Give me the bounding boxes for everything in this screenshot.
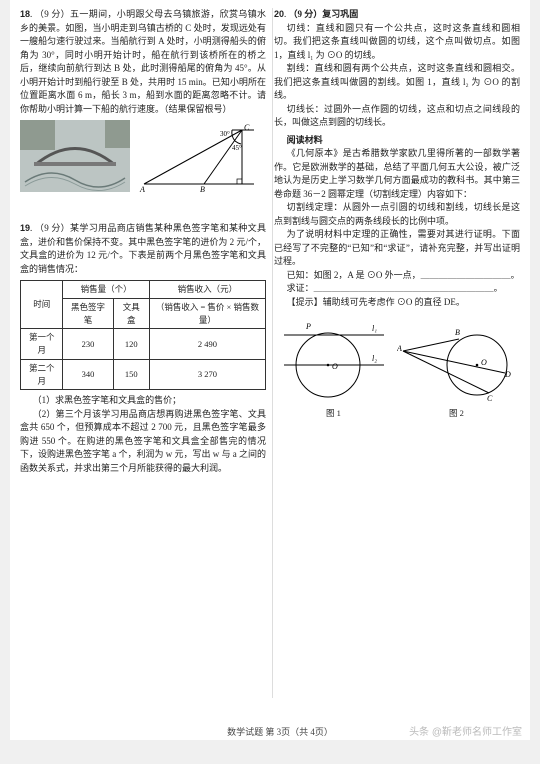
fig2-A: A [397, 344, 402, 353]
th-revnote: （销售收入 = 售价 × 销售数量） [149, 298, 265, 329]
q20-read-title: 阅读材料 [274, 134, 520, 148]
right-column: 20. （9 分）复习巩固 切线：直线和圆只有一个公共点，这时这条直线和圆相切。… [274, 8, 520, 698]
q19-table: 时间 销售量（个） 销售收入（元） 黑色签字笔 文具盒 （销售收入 = 售价 ×… [20, 280, 266, 390]
q18-points: （9 分） [35, 9, 70, 19]
q19-part2: （2）第三个月该学习用品商店想再购进黑色签字笔、文具盒共 650 个，但预算成本… [20, 408, 266, 476]
r2c4: 3 270 [149, 359, 265, 390]
q18-A: A [139, 185, 145, 192]
q18-B: B [200, 185, 205, 192]
q20-hint: 【提示】辅助线可先考虑作 ⊙O 的直径 DE。 [274, 296, 520, 310]
left-column: 18. （9 分）五一期间，小明跟父母去乌镇旅游，欣赏乌镇水乡的美景。如图，当小… [20, 8, 266, 698]
r2c1: 第二个月 [21, 359, 63, 390]
r1c2: 230 [63, 329, 113, 360]
fig1-label: 图 1 [278, 407, 390, 420]
th-pen: 黑色签字笔 [63, 298, 113, 329]
q19-part1: （1）求黑色签字笔和文具盒的售价； [20, 394, 266, 408]
fig2-C: C [487, 394, 493, 403]
q18-diagram: 30° 45° C A B [134, 120, 260, 192]
r1c1: 第一个月 [21, 329, 63, 360]
q20-prove: ＿＿＿＿＿＿＿＿＿＿＿＿＿＿＿＿＿＿＿＿。 [314, 283, 503, 293]
q18-figure-row: 30° 45° C A B [20, 120, 266, 192]
q19-points: （9 分） [35, 223, 70, 233]
q20-explain: 为了说明材料中定理的正确性，需要对其进行证明。下面已经写了不完整的“已知”和“求… [274, 228, 520, 269]
r1c3: 120 [113, 329, 149, 360]
q20-fig2: A B D C O [397, 315, 517, 407]
fig2-D: D [504, 370, 511, 379]
q19-number: 19 [20, 223, 30, 233]
q18-angle2: 45° [232, 144, 242, 152]
fig1-O: O [332, 362, 338, 371]
column-divider [272, 8, 273, 698]
exam-sheet: 18. （9 分）五一期间，小明跟父母去乌镇旅游，欣赏乌镇水乡的美景。如图，当小… [10, 0, 530, 740]
q18-body: 五一期间，小明跟父母去乌镇旅游，欣赏乌镇水乡的美景。如图，当小明走到乌镇古桥的 … [20, 9, 266, 114]
th-rev: 销售收入（元） [149, 281, 265, 299]
q18-angle1: 30° [220, 130, 230, 138]
th-time: 时间 [21, 281, 63, 329]
q20-given: 如图 2，A 是 ⊙O 外一点，＿＿＿＿＿＿＿＿＿＿。 [314, 270, 520, 280]
q20-prove-l: 求证： [287, 283, 314, 293]
q18-photo-icon [20, 120, 130, 192]
th-box: 文具盒 [113, 298, 149, 329]
watermark: 头条 @靳老师名师工作室 [409, 723, 522, 738]
fig2-O: O [481, 358, 487, 367]
fig1-l1: l₁ [372, 324, 377, 333]
fig2-B: B [455, 328, 460, 337]
r2c3: 150 [113, 359, 149, 390]
q18-number: 18 [20, 9, 30, 19]
q20-read-body: 《几何原本》是古希腊数学家欧几里得所著的一部数学著作。它是欧洲数学的基础，总结了… [274, 147, 520, 201]
q20-theorem: 切割线定理：从圆外一点引圆的切线和割线，切线长是这点到割线与圆交点的两条线段长的… [274, 201, 520, 228]
fig2-label: 图 2 [397, 407, 517, 420]
q20-number: 20 [274, 9, 284, 19]
q20-given-l: 已知： [287, 270, 314, 280]
q20-qxct: 切线长： [287, 104, 324, 114]
r1c4: 2 490 [149, 329, 265, 360]
fig1-l2: l₂ [372, 354, 377, 363]
fig1-P: P [305, 322, 311, 331]
q20-points: （9 分）复习巩固 [289, 9, 359, 19]
q20-qxt: 切线： [287, 23, 316, 33]
r2c2: 340 [63, 359, 113, 390]
q20-gxt: 割线： [287, 63, 315, 73]
th-qty: 销售量（个） [63, 281, 149, 299]
q20-figures: P O l₁ l₂ 图 1 A B D C O 图 2 [274, 315, 520, 420]
q20-fig1: P O l₁ l₂ [278, 315, 390, 407]
q18-C: C [244, 123, 250, 132]
